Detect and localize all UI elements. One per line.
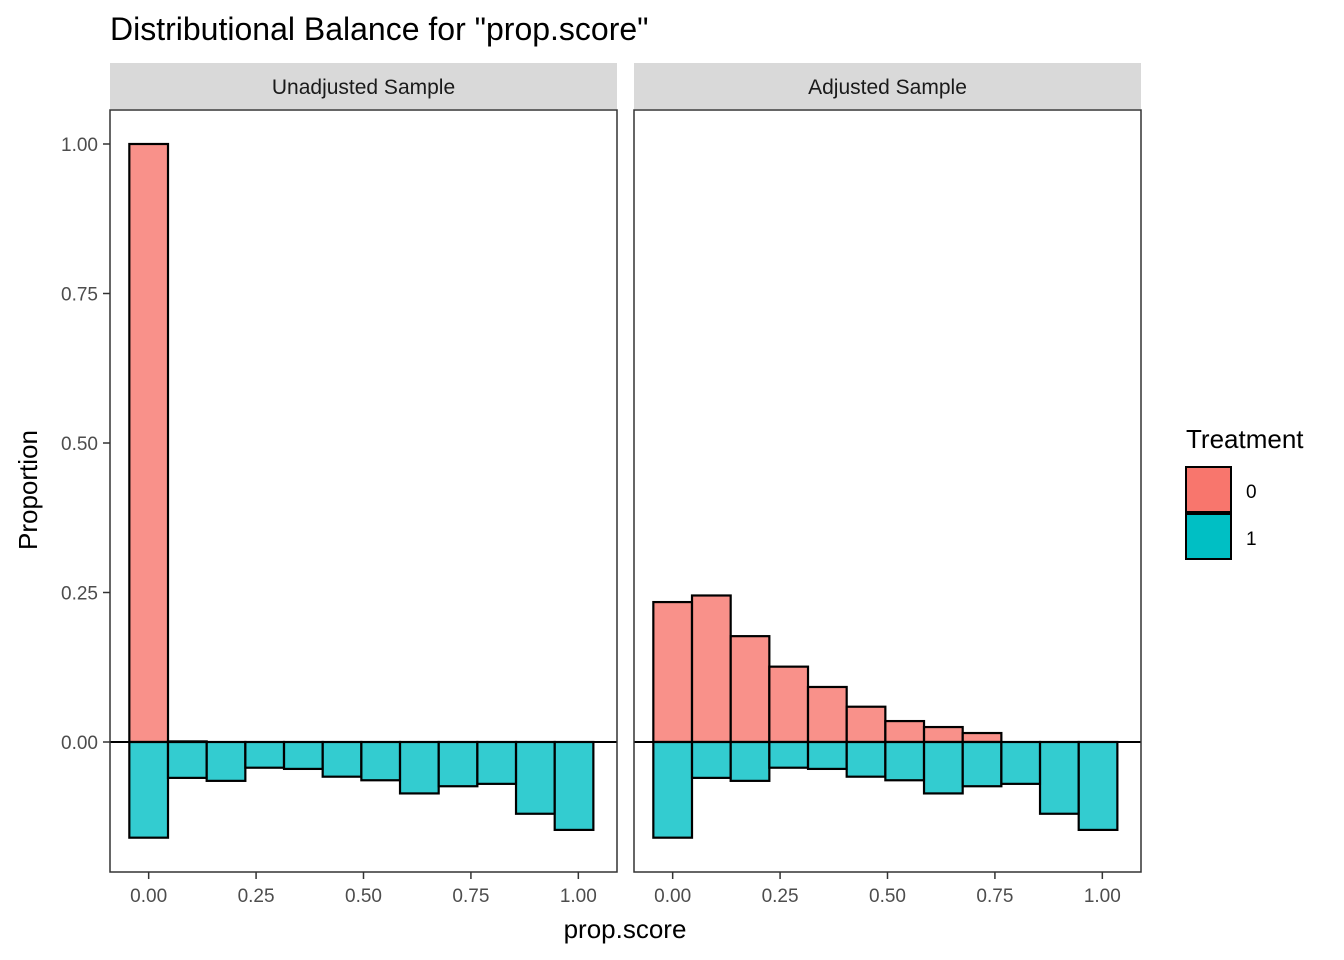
strip-background <box>110 63 617 109</box>
bar-series-1-bin-10 <box>1038 740 1080 815</box>
bar-series-0-bin-0 <box>128 142 170 744</box>
legend: Treatment 0 1 <box>1185 424 1304 560</box>
bar-series-1-bin-10 <box>514 740 556 815</box>
y-tick-label: 1.00 <box>61 135 98 156</box>
x-tick-label: 1.00 <box>560 886 597 907</box>
y-tick-label: 0.75 <box>61 285 98 306</box>
bar-series-1-bin-4 <box>282 740 324 771</box>
bar-series-0-bin-5 <box>845 705 887 744</box>
bar-series-1-bin-6 <box>360 740 402 782</box>
bar-series-1-bin-9 <box>1000 740 1042 785</box>
x-tick-label: 0.75 <box>452 886 489 907</box>
bar-series-1-bin-3 <box>768 740 810 769</box>
bar-series-1-bin-3 <box>244 740 286 769</box>
y-tick-label: 0.00 <box>61 733 98 754</box>
strip-background <box>634 63 1141 109</box>
y-tick-label: 0.50 <box>61 434 98 455</box>
y-tick-label: 0.25 <box>61 584 98 605</box>
x-tick-label: 0.50 <box>869 886 906 907</box>
bar-series-1-bin-11 <box>1077 740 1119 832</box>
bar-series-0-bin-1 <box>690 594 732 744</box>
legend-key-0 <box>1185 466 1232 513</box>
x-tick-label: 0.25 <box>238 886 275 907</box>
chart-title: Distributional Balance for "prop.score" <box>110 11 649 47</box>
x-tick-label: 0.50 <box>345 886 382 907</box>
facet-panel-0: Unadjusted Sample 0.00 0.25 0.50 0.75 1.00 0.0… <box>61 63 618 907</box>
x-tick-label: 1.00 <box>1084 886 1121 907</box>
bar-series-1-bin-8 <box>437 740 479 788</box>
facet-panels: Unadjusted Sample 0.00 0.25 0.50 0.75 1.00 0.0… <box>61 63 1142 907</box>
bar-series-0-bin-3 <box>768 665 810 744</box>
bar-series-1-bin-4 <box>806 740 848 771</box>
bar-series-1-bin-1 <box>690 740 732 779</box>
legend-key-1 <box>1185 513 1232 560</box>
bar-series-1-bin-5 <box>321 740 363 778</box>
bar-series-1-bin-8 <box>961 740 1003 788</box>
bar-series-1-bin-1 <box>166 740 208 779</box>
legend-label-0: 0 <box>1246 482 1257 503</box>
bar-series-1-bin-11 <box>553 740 595 832</box>
bar-series-1-bin-2 <box>729 740 771 782</box>
bar-series-0-bin-2 <box>729 635 771 744</box>
x-axis-title: prop.score <box>564 914 687 944</box>
bar-series-0-bin-8 <box>961 731 1003 744</box>
bar-series-1-bin-9 <box>476 740 518 785</box>
legend-label-1: 1 <box>1246 529 1257 550</box>
bar-series-0-bin-0 <box>652 600 694 744</box>
y-axis-title: Proportion <box>13 430 43 550</box>
bar-series-1-bin-5 <box>845 740 887 778</box>
bar-series-0-bin-7 <box>922 725 964 744</box>
x-tick-label: 0.25 <box>762 886 799 907</box>
bar-series-1-bin-7 <box>922 740 964 795</box>
strip-label: Adjusted Sample <box>808 76 967 99</box>
bar-series-1-bin-0 <box>128 740 170 839</box>
bar-series-0-bin-6 <box>884 719 926 744</box>
facet-panel-1: Adjusted Sample 0.00 0.25 0.50 0.75 1.00 <box>633 63 1142 907</box>
legend-title: Treatment <box>1186 424 1304 454</box>
bar-series-1-bin-7 <box>398 740 440 795</box>
bar-series-1-bin-6 <box>884 740 926 782</box>
strip-label: Unadjusted Sample <box>272 76 455 99</box>
bar-series-1-bin-0 <box>652 740 694 839</box>
bar-series-0-bin-4 <box>806 685 848 744</box>
x-tick-label: 0.75 <box>976 886 1013 907</box>
x-tick-label: 0.00 <box>130 886 167 907</box>
x-tick-label: 0.00 <box>654 886 691 907</box>
bar-series-1-bin-2 <box>205 740 247 782</box>
